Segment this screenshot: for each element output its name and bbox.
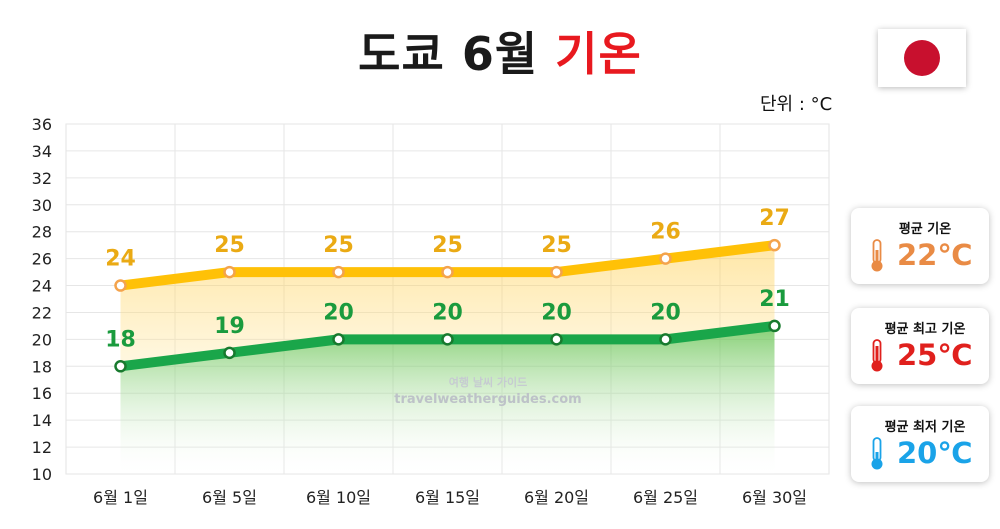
watermark-line2: travelweatherguides.com xyxy=(394,392,581,407)
low-series-area xyxy=(120,325,775,474)
data-point-1 xyxy=(223,346,236,360)
data-label-0: 26 xyxy=(650,220,681,245)
y-axis-labels: 10 12 14 16 18 20 22 24 26 28 30 32 34 36 xyxy=(32,115,52,484)
x-tick-label: 6월 10일 xyxy=(306,488,371,507)
summary-label: 평균 최고 기온 xyxy=(884,322,966,337)
title-accent: 기온 xyxy=(555,27,642,81)
data-label-1: 20 xyxy=(323,300,354,325)
data-label-1: 20 xyxy=(432,300,463,325)
data-label-0: 24 xyxy=(105,247,136,272)
data-label-0: 25 xyxy=(432,233,463,258)
y-tick-label: 34 xyxy=(32,142,52,161)
data-label-1: 20 xyxy=(541,300,572,325)
chart-areas xyxy=(120,245,775,474)
title-main: 도쿄 6월 xyxy=(358,27,556,81)
y-tick-label: 26 xyxy=(32,250,52,269)
summary-card-low: 평균 최저 기온 20℃ xyxy=(851,406,989,482)
data-point-0 xyxy=(550,265,563,279)
data-point-1 xyxy=(659,333,672,346)
summary-label: 평균 최저 기온 xyxy=(884,420,966,435)
x-tick-label: 6월 20일 xyxy=(524,488,589,507)
y-tick-label: 10 xyxy=(32,465,52,484)
data-point-0 xyxy=(114,279,127,292)
data-point-1 xyxy=(332,333,345,346)
watermark-line1: 여행 날씨 가이드 xyxy=(449,375,528,389)
japan-flag-icon xyxy=(878,29,966,87)
summary-value: 25℃ xyxy=(897,338,973,372)
thermometer-icon xyxy=(871,239,883,272)
x-tick-label: 6월 5일 xyxy=(202,488,257,507)
y-tick-label: 30 xyxy=(32,196,52,215)
x-axis-labels: 6월 1일 6월 5일 6월 10일 6월 15일 6월 20일 6월 25일 6월 30일 xyxy=(93,488,807,507)
y-tick-label: 20 xyxy=(32,330,52,349)
data-label-1: 19 xyxy=(214,314,245,339)
summary-card-avg: 평균 기온 22℃ xyxy=(851,208,989,284)
summary-value: 20℃ xyxy=(897,436,973,470)
y-tick-label: 14 xyxy=(32,411,52,430)
data-label-0: 25 xyxy=(214,233,245,258)
watermark: 여행 날씨 가이드 travelweatherguides.com xyxy=(394,375,581,407)
data-point-1 xyxy=(550,333,563,346)
data-label-1: 20 xyxy=(650,300,681,325)
summary-card-high: 평균 최고 기온 25℃ xyxy=(851,308,989,384)
data-label-0: 27 xyxy=(759,206,790,231)
summary-value: 22℃ xyxy=(897,238,973,272)
thermometer-icon xyxy=(871,339,883,372)
chart-title: 도쿄 6월 기온 xyxy=(0,18,1000,84)
y-tick-label: 16 xyxy=(32,384,52,403)
thermometer-icon xyxy=(871,437,883,470)
data-point-1 xyxy=(768,319,781,333)
data-label-0: 25 xyxy=(541,233,572,258)
summary-label: 평균 기온 xyxy=(898,222,952,237)
y-tick-label: 36 xyxy=(32,115,52,134)
data-point-0 xyxy=(332,265,345,279)
y-tick-label: 22 xyxy=(32,303,52,322)
data-label-1: 18 xyxy=(105,327,136,352)
data-label-1: 21 xyxy=(759,287,790,312)
y-tick-label: 12 xyxy=(32,438,52,457)
data-point-1 xyxy=(441,333,454,346)
x-tick-label: 6월 30일 xyxy=(742,488,807,507)
y-tick-label: 18 xyxy=(32,357,52,376)
y-tick-label: 24 xyxy=(32,277,52,296)
data-point-0 xyxy=(441,265,454,279)
x-tick-label: 6월 1일 xyxy=(93,488,148,507)
x-tick-label: 6월 25일 xyxy=(633,488,698,507)
y-tick-label: 32 xyxy=(32,169,52,188)
chart-marks: 24 25 25 25 25 26 27 18 19 20 20 20 20 21 xyxy=(105,206,790,373)
y-tick-label: 28 xyxy=(32,223,52,242)
data-label-0: 25 xyxy=(323,233,354,258)
data-point-0 xyxy=(223,265,236,279)
data-point-0 xyxy=(659,252,672,265)
data-point-0 xyxy=(768,238,781,252)
data-point-1 xyxy=(114,360,127,373)
unit-label: 단위 : °C xyxy=(760,94,833,115)
x-tick-label: 6월 15일 xyxy=(415,488,480,507)
